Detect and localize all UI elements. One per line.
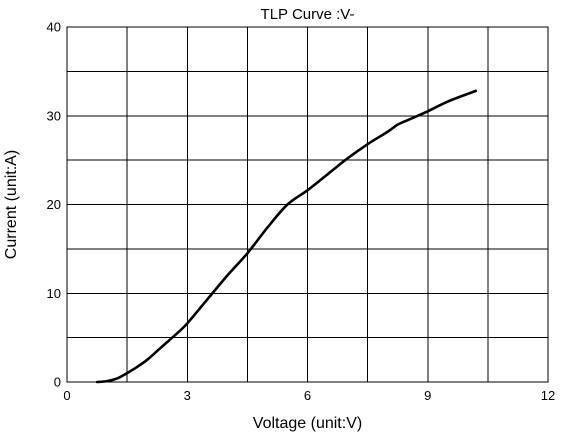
grid	[67, 27, 548, 382]
x-tick-label: 3	[184, 388, 191, 403]
x-tick-label: 0	[63, 388, 70, 403]
y-tick-label: 10	[47, 286, 61, 301]
plot-frame	[66, 26, 549, 383]
y-axis-title: Current (unit:A)	[3, 150, 20, 259]
y-tick-label: 0	[54, 375, 61, 390]
x-tick-labels: 0 3 6 9 12	[63, 388, 555, 403]
x-tick-label: 9	[424, 388, 431, 403]
x-tick-label: 6	[304, 388, 311, 403]
y-tick-label: 30	[47, 108, 61, 123]
x-axis-title: Voltage (unit:V)	[253, 415, 362, 432]
y-tick-label: 20	[47, 197, 61, 212]
series-group	[95, 89, 478, 384]
y-tick-labels: 0 10 20 30 40	[47, 20, 61, 390]
y-tick-label: 40	[47, 20, 61, 35]
chart-title: TLP Curve :V-	[261, 6, 355, 23]
x-tick-label: 12	[541, 388, 555, 403]
series-line-tlp	[95, 89, 478, 384]
